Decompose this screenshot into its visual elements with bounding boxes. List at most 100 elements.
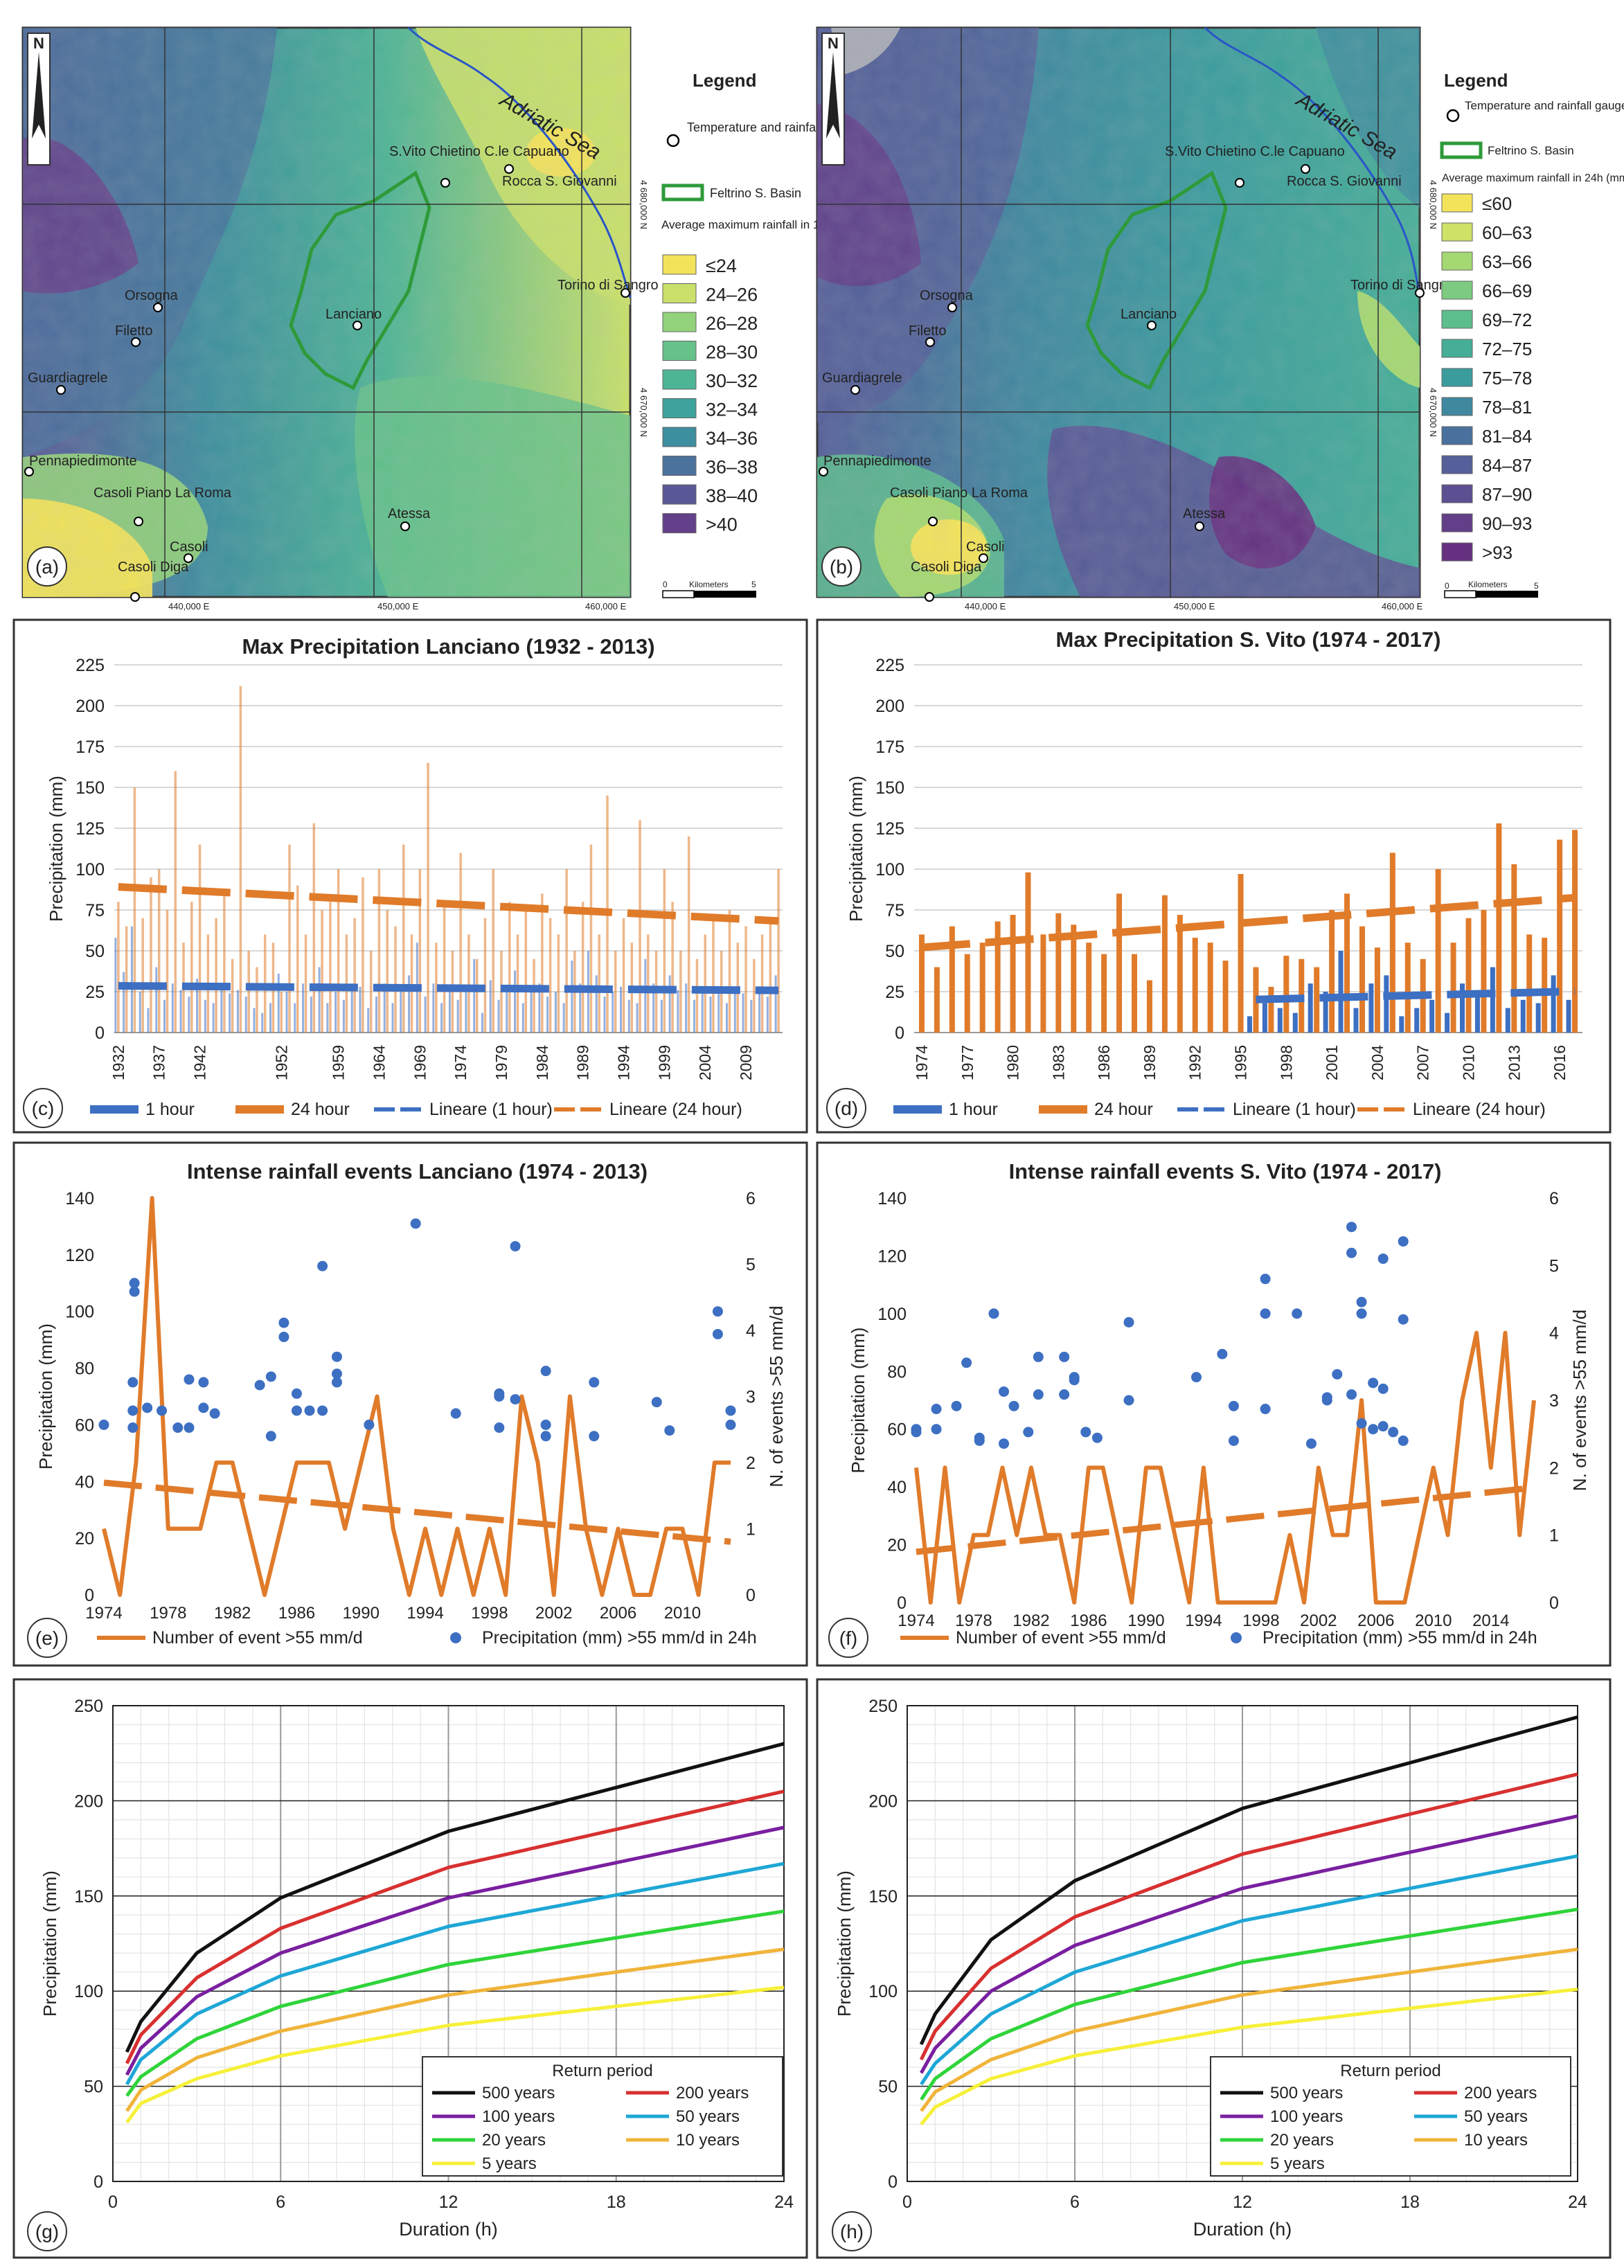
bar-24-hour [117,902,120,1033]
panel-frame-h [816,1678,1612,2259]
bar-1-hour [627,999,630,1033]
legend-class-label: 87–90 [1482,484,1532,505]
trend-24-hour [921,893,1576,952]
x-tick-label: 1974 [913,1045,931,1080]
legend-label: 20 years [482,2131,546,2150]
legend-label: 20 years [1270,2131,1334,2150]
place-label: Guardiagrele [28,370,108,386]
bar-24-hour [1146,980,1152,1033]
panel-letter: (d) [835,1098,858,1119]
legend-box [1210,2056,1571,2177]
legend-swatch [235,1105,284,1114]
y-tick-label: 250 [74,1697,103,1716]
gauge-marker [1147,321,1157,330]
gauge-marker [947,303,957,312]
legend-label: 10 years [1464,2131,1528,2150]
precip-point [1033,1351,1044,1362]
y2-tick-label: 4 [746,1321,756,1341]
bar-1-hour [1338,951,1344,1033]
bar-1-hour [571,961,573,1033]
map-panel-a: Adriatic Sea S.Vito Chietino C.le Capuan… [21,26,866,611]
precip-point [1217,1348,1228,1359]
legend-class-swatch [1441,542,1473,562]
bar-24-hour [760,934,764,1033]
x-tick-label: 2002 [535,1604,572,1623]
y-tick-label: 40 [887,1478,907,1497]
scale-min: 0 [663,580,668,589]
bar-24-hour [345,934,348,1033]
legend-class-swatch [1441,368,1473,387]
bar-1-hour [236,990,239,1033]
bar-1-hour [595,975,598,1033]
place-label: Casoli [966,539,1005,555]
y-axis-label: Precipitation (mm) [834,1870,855,2017]
bar-24-hour [1465,918,1472,1033]
bar-24-hour [1101,954,1107,1033]
x-tick-label: 1982 [214,1604,251,1623]
bar-24-hour [394,926,397,1033]
x-tick-label: 1942 [191,1045,209,1080]
bar-1-hour [220,983,223,1033]
bar-1-hour [342,999,345,1033]
bar-1-hour [383,983,386,1033]
x-tick-label: 2010 [1460,1045,1478,1080]
bar-1-hour [269,1003,271,1033]
y-tick-label: 25 [85,983,105,1002]
bar-1-hour [1460,983,1465,1033]
y-tick-label: 20 [75,1529,94,1548]
bar-24-hour [1132,954,1138,1033]
map-panel-b: Adriatic Sea S.Vito Chietino C.le Capuan… [816,26,1624,611]
map-y-tick: 4 670,000 N [639,388,649,437]
y-tick-label: 200 [75,697,105,716]
map-x-tick: 450,000 E [1174,601,1215,611]
scale-bar-label: Kilometers [1468,580,1508,589]
bar-1-hour [212,1003,215,1033]
y2-tick-label: 0 [1549,1593,1559,1613]
bar-24-hour [337,869,340,1033]
chart-title: Max Precipitation Lanciano (1932 - 2013) [242,634,654,659]
legend-class-label: 66–69 [1482,280,1532,301]
x-tick-label: 0 [902,2193,912,2212]
bar-1-hour [277,974,280,1033]
precip-point [172,1422,184,1434]
bar-1-hour [367,1008,370,1033]
bar-24-hour [581,902,585,1033]
y-tick-label: 250 [868,1697,898,1716]
bar-24-hour [1071,925,1077,1033]
bar-24-hour [704,934,706,1033]
return-curve [125,1947,785,2112]
bar-24-hour [1238,874,1244,1033]
gauge-marker [819,467,828,476]
x-tick-label: 1974 [898,1611,934,1630]
gauge-marker [850,385,860,395]
legend-basin-label: Feltrino S. Basin [710,186,801,200]
panel-letter-badge [828,1618,868,1658]
map-x-tick: 440,000 E [168,601,210,611]
precip-point [1398,1314,1409,1325]
x-tick-label: 1932 [109,1045,127,1080]
legend-class-label: 32–34 [706,400,758,420]
legend-class-swatch [1441,222,1473,242]
precip-point [410,1218,421,1229]
x-tick-label: 2013 [1505,1045,1523,1080]
bar-24-hour [231,958,234,1033]
gauge-marker [925,337,935,347]
bar-24-hour [949,926,955,1033]
bar-1-hour [204,999,206,1033]
legend-class-label: 36–38 [706,457,758,478]
legend-swatch [450,1632,461,1643]
bar-1-hour [1414,1008,1420,1033]
precip-point [1260,1404,1271,1415]
bar-1-hour [448,992,451,1033]
x-tick-label: 1937 [150,1045,168,1080]
bar-24-hour [1086,943,1092,1033]
precip-point [1123,1395,1134,1406]
precip-point [540,1366,551,1377]
return-curve [919,1814,1578,2074]
precip-point [1321,1395,1332,1406]
bar-1-hour [652,983,655,1033]
x-tick-label: 12 [439,2193,458,2212]
legend-title: Legend [693,70,756,91]
legend-class-label: 84–87 [1482,455,1532,476]
